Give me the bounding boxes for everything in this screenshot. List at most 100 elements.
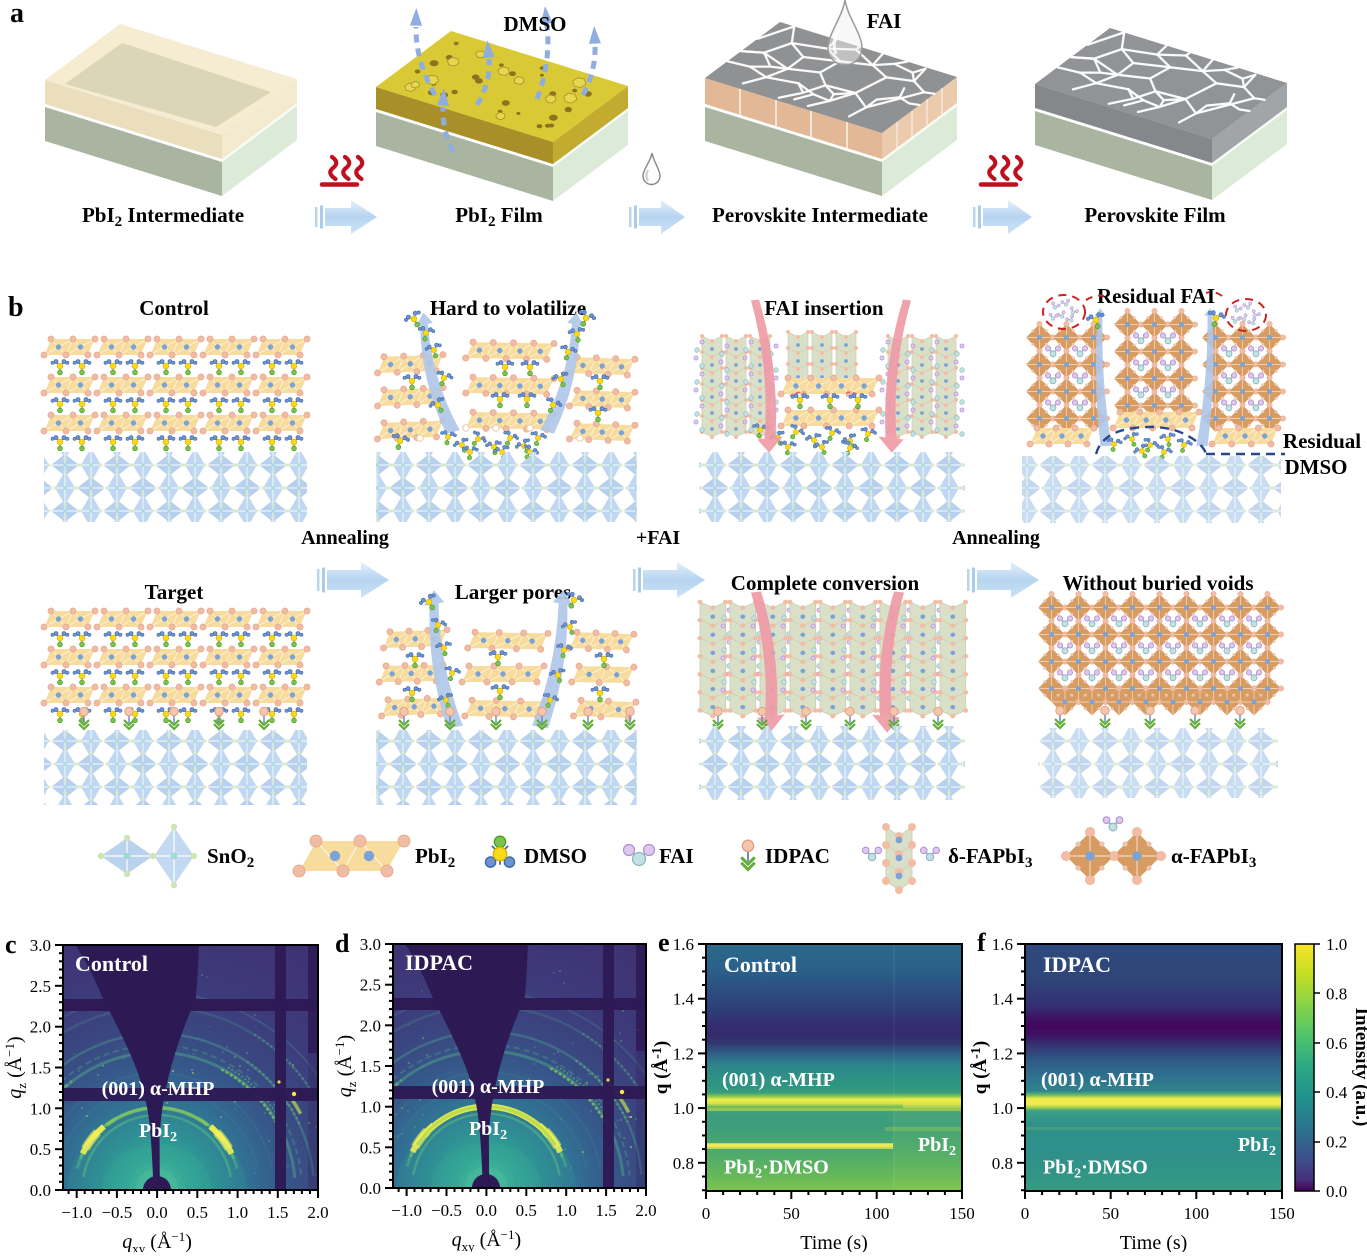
svg-text:2.0: 2.0 xyxy=(30,1018,51,1037)
svg-text:0: 0 xyxy=(1021,1204,1030,1223)
svg-text:2.0: 2.0 xyxy=(635,1201,656,1220)
svg-text:Perovskite Intermediate: Perovskite Intermediate xyxy=(712,203,928,227)
svg-text:0.5: 0.5 xyxy=(516,1201,537,1220)
svg-text:1.5: 1.5 xyxy=(360,1057,381,1076)
svg-text:2.5: 2.5 xyxy=(360,976,381,995)
svg-text:1.0: 1.0 xyxy=(673,1099,694,1118)
svg-text:0.0: 0.0 xyxy=(360,1179,381,1198)
svg-text:1.0: 1.0 xyxy=(227,1203,248,1222)
svg-text:1.4: 1.4 xyxy=(673,990,695,1009)
svg-text:DMSO: DMSO xyxy=(504,12,567,36)
svg-text:FAI: FAI xyxy=(867,9,902,33)
svg-text:1.6: 1.6 xyxy=(673,935,694,954)
svg-text:150: 150 xyxy=(1269,1204,1295,1223)
svg-text:50: 50 xyxy=(1102,1204,1119,1223)
svg-text:1.0: 1.0 xyxy=(556,1201,577,1220)
svg-text:qz (Å−1): qz (Å−1) xyxy=(2,1036,29,1098)
svg-text:SnO2: SnO2 xyxy=(207,844,254,871)
svg-text:d: d xyxy=(335,929,350,958)
svg-text:Control: Control xyxy=(75,951,148,976)
svg-text:0.8: 0.8 xyxy=(992,1154,1013,1173)
svg-text:1.2: 1.2 xyxy=(992,1044,1013,1063)
svg-text:Residual: Residual xyxy=(1283,429,1361,453)
svg-text:Intensity (a.u.): Intensity (a.u.) xyxy=(1351,1008,1367,1127)
svg-text:Target: Target xyxy=(145,580,204,604)
svg-text:b: b xyxy=(8,292,24,323)
svg-text:Perovskite Film: Perovskite Film xyxy=(1084,203,1226,227)
svg-text:Without buried voids: Without buried voids xyxy=(1063,571,1254,595)
svg-text:1.2: 1.2 xyxy=(673,1044,694,1063)
svg-text:(001) α-MHP: (001) α-MHP xyxy=(432,1076,545,1098)
svg-text:−0.5: −0.5 xyxy=(431,1201,462,1220)
svg-text:Control: Control xyxy=(139,296,209,320)
svg-text:1.6: 1.6 xyxy=(992,935,1013,954)
svg-text:Residual FAI: Residual FAI xyxy=(1097,284,1215,308)
svg-text:0.6: 0.6 xyxy=(1326,1034,1347,1053)
svg-text:+FAI: +FAI xyxy=(636,527,681,549)
svg-text:0.0: 0.0 xyxy=(30,1181,51,1200)
svg-text:FAI insertion: FAI insertion xyxy=(764,296,884,320)
svg-text:qxy (Å−1): qxy (Å−1) xyxy=(122,1229,192,1252)
svg-text:c: c xyxy=(5,930,17,959)
svg-text:δ-FAPbI3: δ-FAPbI3 xyxy=(948,844,1033,871)
svg-text:Control: Control xyxy=(724,952,797,977)
svg-text:2.0: 2.0 xyxy=(360,1016,381,1035)
svg-text:Time (s): Time (s) xyxy=(1120,1232,1188,1252)
svg-text:IDPAC: IDPAC xyxy=(1043,952,1111,977)
svg-text:1.4: 1.4 xyxy=(992,990,1014,1009)
svg-text:qz (Å−1): qz (Å−1) xyxy=(332,1035,359,1097)
svg-text:f: f xyxy=(977,928,986,957)
svg-text:100: 100 xyxy=(1184,1204,1210,1223)
svg-text:PbI2 Intermediate: PbI2 Intermediate xyxy=(82,203,244,230)
svg-text:0.5: 0.5 xyxy=(30,1140,51,1159)
svg-text:PbI2: PbI2 xyxy=(918,1134,956,1159)
svg-text:150: 150 xyxy=(949,1204,975,1223)
svg-text:DMSO: DMSO xyxy=(1285,455,1348,479)
svg-text:0.0: 0.0 xyxy=(146,1203,167,1222)
svg-text:0.0: 0.0 xyxy=(476,1201,497,1220)
svg-text:e: e xyxy=(658,928,670,957)
svg-text:a: a xyxy=(10,0,24,29)
svg-text:0.8: 0.8 xyxy=(673,1154,694,1173)
svg-text:IDPAC: IDPAC xyxy=(765,844,830,868)
svg-text:qxy (Å−1): qxy (Å−1) xyxy=(452,1227,522,1252)
svg-text:α-FAPbI3: α-FAPbI3 xyxy=(1171,844,1256,871)
svg-text:1.0: 1.0 xyxy=(992,1099,1013,1118)
svg-text:FAI: FAI xyxy=(659,844,694,868)
svg-text:Annealing: Annealing xyxy=(952,527,1040,549)
svg-text:0.4: 0.4 xyxy=(1326,1083,1348,1102)
svg-text:−1.0: −1.0 xyxy=(391,1201,422,1220)
svg-text:1.0: 1.0 xyxy=(1326,935,1347,954)
svg-text:Larger pores: Larger pores xyxy=(455,580,571,604)
svg-text:0.2: 0.2 xyxy=(1326,1133,1347,1152)
svg-text:0.5: 0.5 xyxy=(360,1138,381,1157)
svg-text:Hard to volatilize: Hard to volatilize xyxy=(430,296,586,320)
svg-text:(001) α-MHP: (001) α-MHP xyxy=(722,1069,835,1091)
svg-text:100: 100 xyxy=(864,1204,890,1223)
svg-text:1.5: 1.5 xyxy=(595,1201,616,1220)
svg-text:−1.0: −1.0 xyxy=(61,1203,92,1222)
svg-text:Complete conversion: Complete conversion xyxy=(731,571,920,595)
svg-text:0.8: 0.8 xyxy=(1326,984,1347,1003)
svg-text:(001) α-MHP: (001) α-MHP xyxy=(1041,1069,1154,1091)
svg-text:DMSO: DMSO xyxy=(524,844,587,868)
svg-text:(001) α-MHP: (001) α-MHP xyxy=(102,1078,215,1100)
svg-text:1.0: 1.0 xyxy=(360,1098,381,1117)
svg-text:3.0: 3.0 xyxy=(30,936,51,955)
svg-text:0.0: 0.0 xyxy=(1326,1182,1347,1201)
svg-text:2.5: 2.5 xyxy=(30,977,51,996)
svg-text:PbI2·DMSO: PbI2·DMSO xyxy=(1043,1156,1148,1181)
svg-text:PbI2 Film: PbI2 Film xyxy=(455,203,543,230)
svg-text:PbI2: PbI2 xyxy=(139,1120,177,1145)
svg-text:1.5: 1.5 xyxy=(30,1059,51,1078)
svg-text:−0.5: −0.5 xyxy=(101,1203,132,1222)
svg-text:1.0: 1.0 xyxy=(30,1099,51,1118)
svg-text:0.5: 0.5 xyxy=(187,1203,208,1222)
svg-text:0: 0 xyxy=(702,1204,711,1223)
svg-text:1.5: 1.5 xyxy=(267,1203,288,1222)
svg-text:IDPAC: IDPAC xyxy=(405,950,473,975)
svg-text:3.0: 3.0 xyxy=(360,935,381,954)
svg-text:Annealing: Annealing xyxy=(301,527,389,549)
svg-text:50: 50 xyxy=(783,1204,800,1223)
svg-text:PbI2·DMSO: PbI2·DMSO xyxy=(724,1156,829,1181)
